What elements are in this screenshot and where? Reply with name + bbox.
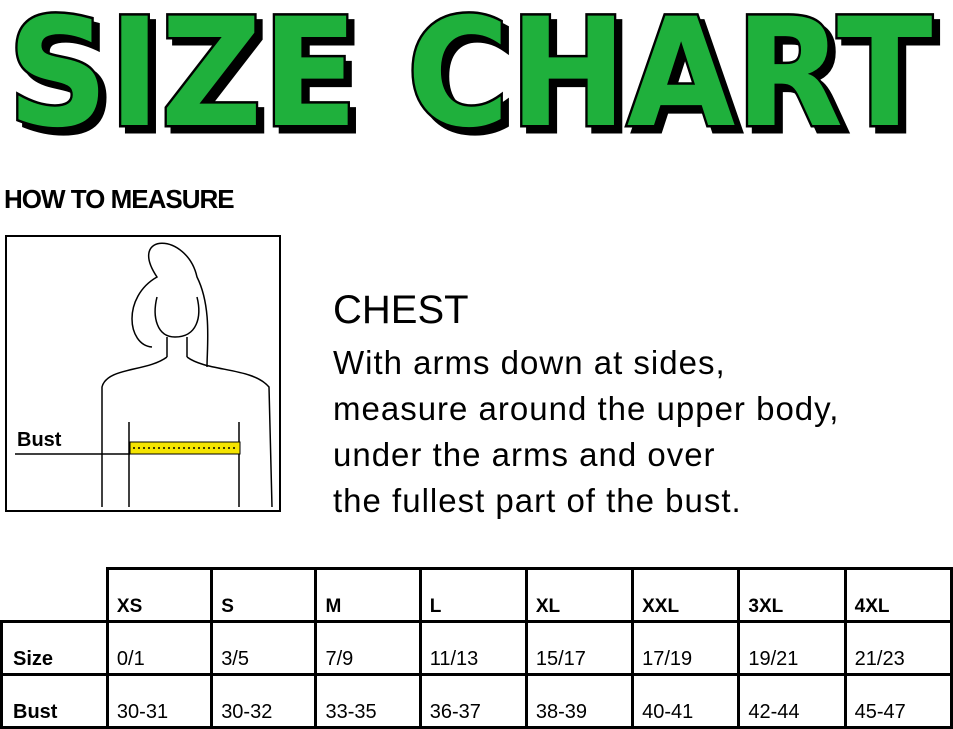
instruction-line: With arms down at sides, <box>333 344 726 381</box>
table-cell: 15/17 <box>524 620 635 676</box>
column-header: XS <box>105 567 214 623</box>
table-cell: 3/5 <box>210 620 318 676</box>
table-cell: 0/1 <box>105 620 214 676</box>
instruction-line: under the arms and over <box>333 436 716 473</box>
table-cell: 33-35 <box>314 673 422 729</box>
table-cell: 38-39 <box>524 673 635 729</box>
table-cell: 11/13 <box>418 620 528 676</box>
row-label: Bust <box>0 673 109 729</box>
table-cell: 17/19 <box>631 620 741 676</box>
table-header-row: XS S M L XL XXL 3XL 4XL <box>1 567 953 623</box>
table-cell: 7/9 <box>314 620 422 676</box>
table-cell: 36-37 <box>418 673 528 729</box>
table-row: Bust 30-31 30-32 33-35 36-37 38-39 40-41… <box>0 673 953 729</box>
bust-label: Bust <box>17 429 62 451</box>
table-cell: 30-32 <box>210 673 318 729</box>
table-row: Size 0/1 3/5 7/9 11/13 15/17 17/19 19/21… <box>0 620 953 676</box>
instruction-line: the fullest part of the bust. <box>333 482 742 519</box>
column-header: L <box>418 567 528 623</box>
table-cell: 40-41 <box>631 673 741 729</box>
size-chart-title: SIZE CHART <box>8 0 933 150</box>
chest-instructions: With arms down at sides, measure around … <box>333 340 839 524</box>
column-header: S <box>210 567 318 623</box>
size-table: XS S M L XL XXL 3XL 4XL Size 0/1 3/5 7/9… <box>0 567 953 729</box>
measure-illustration: Bust <box>5 235 281 512</box>
table-cell: 45-47 <box>843 673 953 729</box>
column-header: XXL <box>631 567 741 623</box>
row-label: Size <box>0 620 109 676</box>
woman-figure-icon <box>15 242 273 508</box>
column-header: 3XL <box>737 567 847 623</box>
how-to-measure-heading: HOW TO MEASURE <box>4 184 235 214</box>
chest-heading: CHEST <box>333 288 469 332</box>
instruction-line: measure around the upper body, <box>333 390 840 427</box>
column-header: XL <box>524 567 635 623</box>
empty-corner <box>1 568 109 623</box>
table-cell: 21/23 <box>843 620 953 676</box>
size-chart-title-logo: SIZE CHART <box>5 0 935 150</box>
table-cell: 19/21 <box>737 620 847 676</box>
column-header: M <box>314 567 422 623</box>
table-cell: 42-44 <box>737 673 847 729</box>
table-cell: 30-31 <box>105 673 214 729</box>
column-header: 4XL <box>843 567 953 623</box>
